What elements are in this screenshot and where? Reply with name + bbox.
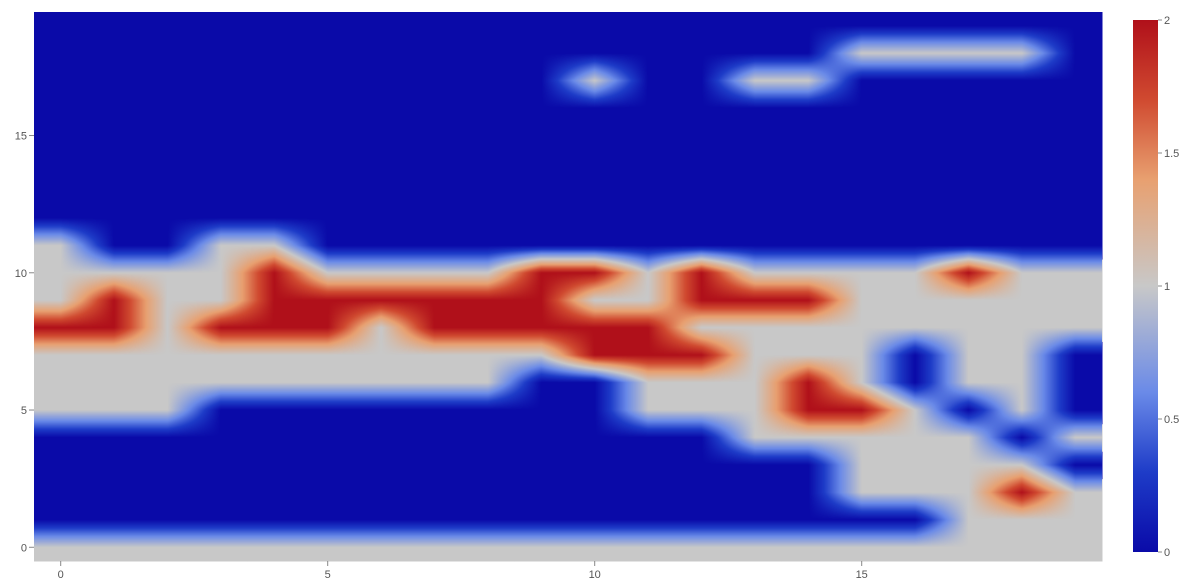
colorbar-tick-label: 1.5 bbox=[1164, 148, 1179, 160]
colorbar-axis: 0 0.5 1 1.5 2 bbox=[1158, 15, 1179, 559]
colorbar bbox=[1133, 20, 1158, 552]
colorbar-tick-label: 0.5 bbox=[1164, 414, 1179, 426]
x-tick-label: 0 bbox=[58, 569, 64, 581]
colorbar-tick-label: 2 bbox=[1164, 15, 1170, 27]
colorbar-tick-label: 1 bbox=[1164, 281, 1170, 293]
x-axis: 0 5 10 15 bbox=[58, 561, 868, 581]
y-tick-label: 10 bbox=[15, 268, 27, 280]
colorbar-tick-label: 0 bbox=[1164, 547, 1170, 559]
x-tick-label: 15 bbox=[856, 569, 868, 581]
y-tick-label: 15 bbox=[15, 131, 27, 143]
y-tick-label: 0 bbox=[21, 542, 27, 554]
y-axis: 0 5 10 15 bbox=[15, 131, 34, 554]
x-tick-label: 5 bbox=[325, 569, 331, 581]
x-tick-label: 10 bbox=[589, 569, 601, 581]
y-tick-label: 5 bbox=[21, 405, 27, 417]
heatmap-plot-area bbox=[34, 12, 1102, 561]
